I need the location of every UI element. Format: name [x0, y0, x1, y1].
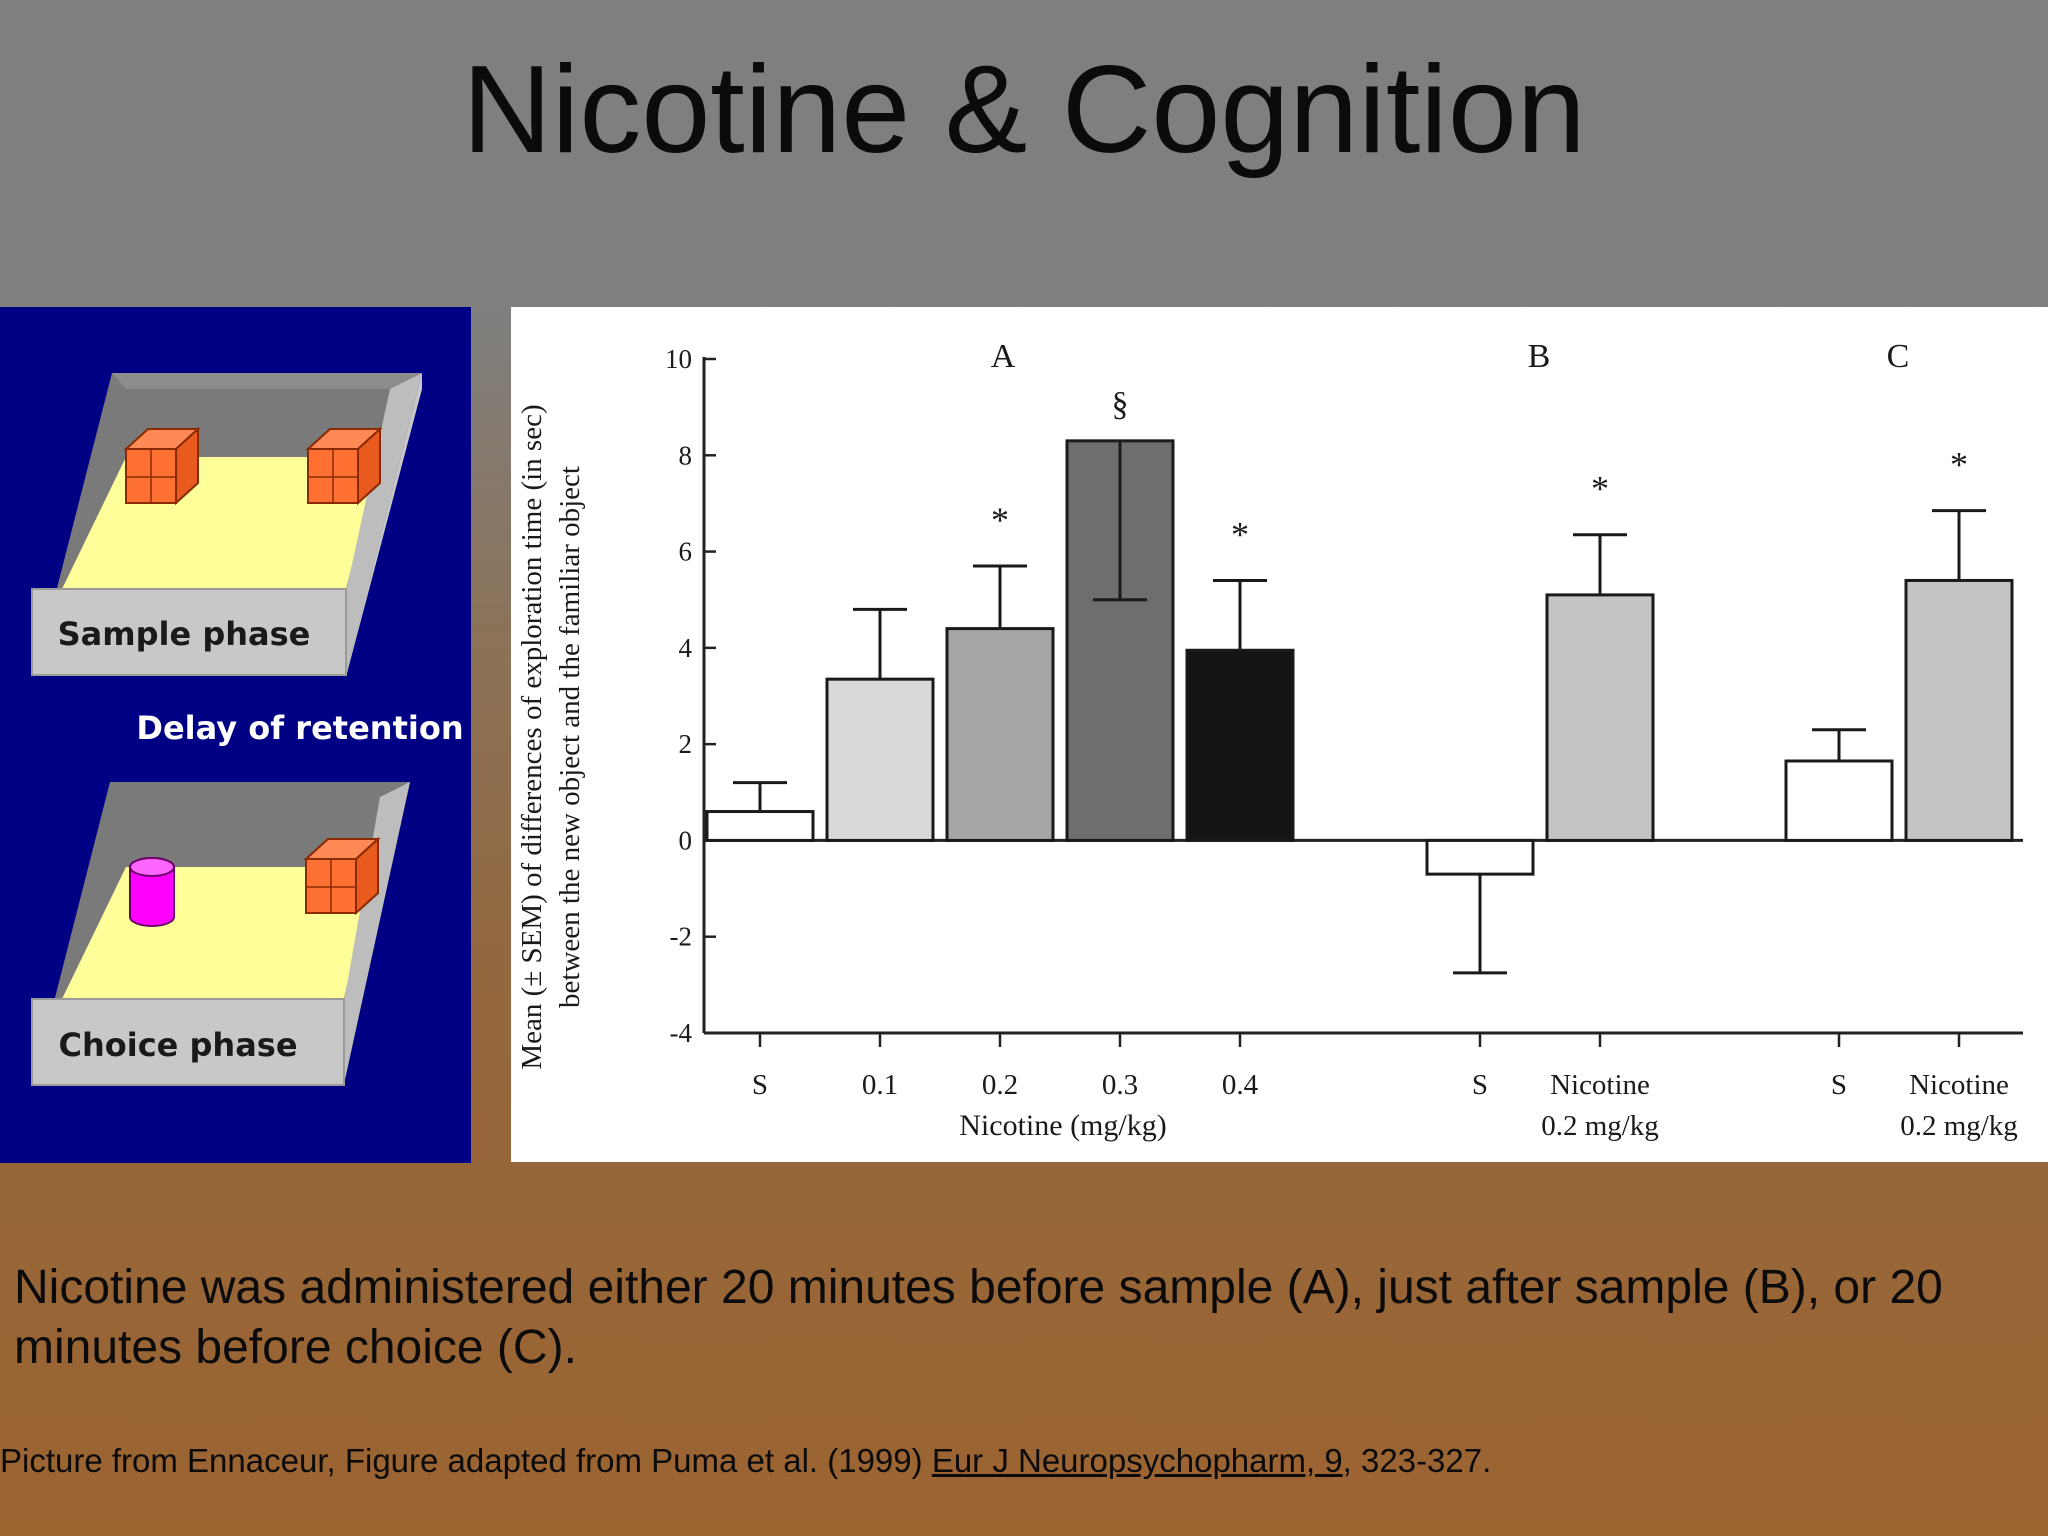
- y-tick-label: 0: [679, 825, 693, 855]
- choice-arena: Choice phase: [31, 782, 410, 1086]
- x-tick-label: Nicotine: [1909, 1069, 2009, 1101]
- cube-icon: [303, 836, 381, 916]
- x-tick-label: S: [752, 1069, 768, 1101]
- panel-label: C: [1887, 338, 1910, 375]
- figure-credit: Picture from Ennaceur, Figure adapted fr…: [0, 1441, 2040, 1481]
- significance-marker: *: [1950, 445, 1968, 485]
- choice-arena-front-wall: [31, 998, 345, 1086]
- y-tick-label: 8: [679, 440, 693, 470]
- bar: [1425, 838, 1535, 876]
- y-axis-label-line1: Mean (± SEM) of differences of explorati…: [516, 404, 548, 1069]
- significance-marker: *: [1591, 469, 1609, 509]
- bar: [1185, 648, 1295, 842]
- x-tick-label: Nicotine: [1550, 1069, 1650, 1101]
- y-tick-label: -4: [670, 1018, 693, 1048]
- y-tick-label: 6: [679, 537, 693, 567]
- bar: [705, 810, 815, 842]
- y-tick-label: 2: [679, 729, 693, 759]
- bar: [1904, 578, 2014, 842]
- y-axis-label-line2: between the new object and the familiar …: [554, 466, 586, 1008]
- x-tick-label: 0.3: [1102, 1069, 1138, 1101]
- x-tick-label: 0.4: [1222, 1069, 1259, 1101]
- arena-diagram-svg: Sample phase Delay of retention Choi: [31, 373, 464, 1086]
- significance-marker: §: [1112, 386, 1129, 423]
- object-recognition-diagram: Sample phase Delay of retention Choi: [0, 307, 471, 1163]
- slide-caption: Nicotine was administered either 20 minu…: [14, 1261, 1943, 1374]
- y-axis-label: Mean (± SEM) of differences of explorati…: [516, 404, 586, 1069]
- x-tick-label: S: [1472, 1069, 1488, 1101]
- x-tick-label: S: [1831, 1069, 1847, 1101]
- choice-phase-label: Choice phase: [58, 1026, 297, 1064]
- bar: [825, 677, 935, 842]
- significance-marker: *: [1231, 514, 1249, 554]
- credit-suffix: , 323-327.: [1342, 1442, 1492, 1479]
- exploration-time-chart: Mean (± SEM) of differences of explorati…: [511, 307, 2048, 1162]
- sample-arena-right-wall: [346, 373, 422, 674]
- x-axis-label: Nicotine (mg/kg): [959, 1109, 1166, 1142]
- panel-label: A: [991, 338, 1016, 375]
- cube-icon: [305, 426, 383, 506]
- bar: [1545, 593, 1655, 842]
- cube-icon: [123, 426, 201, 506]
- sample-arena-front-wall: [31, 588, 347, 676]
- bar: [1784, 759, 1894, 842]
- slide-title: Nicotine & Cognition: [462, 41, 1586, 179]
- journal-link[interactable]: Eur J Neuropsychopharm, 9: [931, 1442, 1343, 1479]
- y-tick-label: 10: [665, 344, 692, 374]
- y-tick-label: -2: [670, 922, 693, 952]
- x-tick-label: 0.1: [862, 1069, 898, 1101]
- bar-chart-svg: Mean (± SEM) of differences of explorati…: [516, 338, 2023, 1142]
- panel-label: B: [1528, 338, 1551, 375]
- bar: [945, 627, 1055, 842]
- x-tick-label-line2: 0.2 mg/kg: [1900, 1110, 2018, 1142]
- x-tick-label: 0.2: [982, 1069, 1018, 1101]
- y-tick-label: 4: [679, 633, 693, 663]
- sample-arena: Sample phase: [31, 373, 422, 677]
- cylinder-icon: [129, 857, 175, 927]
- significance-marker: *: [991, 500, 1009, 540]
- x-tick-label-line2: 0.2 mg/kg: [1541, 1110, 1659, 1142]
- sample-phase-label: Sample phase: [58, 615, 311, 653]
- delay-retention-label: Delay of retention: [136, 709, 463, 747]
- choice-arena-right-wall: [344, 782, 410, 1084]
- credit-prefix: Picture from Ennaceur, Figure adapted fr…: [0, 1442, 932, 1479]
